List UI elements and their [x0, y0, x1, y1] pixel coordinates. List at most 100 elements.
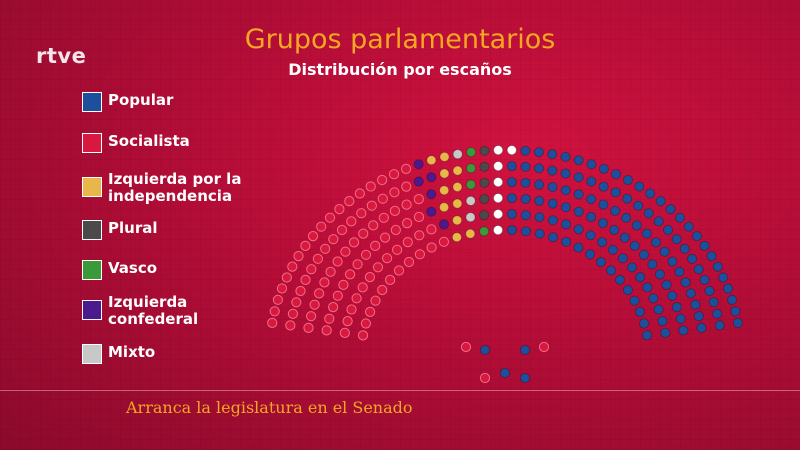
- legend-swatch-vasco: [82, 260, 102, 280]
- seat-popular: [533, 147, 545, 158]
- seat-socialista: [306, 264, 317, 275]
- seat-popular: [560, 202, 572, 213]
- seat-socialista: [309, 299, 320, 310]
- legend-swatch-mixto: [82, 344, 102, 364]
- seat-socialista: [414, 230, 425, 241]
- seat-socialista: [402, 218, 413, 229]
- seat-popular: [718, 272, 729, 283]
- footer-caption: Arranca la legislatura en el Senado: [126, 398, 413, 417]
- seat-popular: [642, 282, 653, 293]
- seat-popular: [547, 149, 558, 160]
- legend-item-mixto: Mixto: [82, 344, 278, 364]
- seat-popular: [573, 172, 584, 183]
- seat-plural: [479, 145, 490, 156]
- seat-socialista: [380, 232, 391, 243]
- seat-popular: [519, 344, 531, 356]
- seat-popular: [520, 193, 531, 205]
- seat-popular: [573, 206, 584, 217]
- seat-izquierda-por-la-independencia: [452, 181, 463, 193]
- seat-popular: [654, 269, 666, 280]
- seat-izquierda-confederal: [426, 189, 437, 200]
- legend-swatch-izquierda-independencia: [82, 177, 102, 197]
- seat-popular: [638, 249, 650, 260]
- seat-socialista: [287, 308, 298, 319]
- seat-popular: [674, 266, 685, 277]
- seat-popular: [699, 240, 710, 251]
- seat-popular: [585, 249, 596, 260]
- seat-popular: [610, 187, 621, 198]
- seat-socialista: [356, 208, 367, 219]
- seat-popular: [732, 317, 743, 328]
- seat-socialista: [338, 279, 349, 290]
- seat-popular: [547, 198, 558, 209]
- seat-socialista: [401, 163, 412, 174]
- seat-popular: [678, 325, 689, 336]
- seat-vacant: [493, 193, 504, 204]
- seat-mixto: [465, 212, 476, 223]
- seat-popular: [691, 231, 703, 242]
- seat-socialista: [389, 205, 400, 216]
- seat-socialista: [366, 200, 377, 211]
- seat-vacant: [492, 225, 504, 236]
- seat-plural: [479, 193, 490, 205]
- seat-popular: [520, 210, 531, 221]
- seat-izquierda-por-la-independencia: [439, 151, 450, 162]
- seat-vacant: [493, 145, 504, 156]
- seat-socialista: [364, 272, 375, 283]
- seat-socialista: [312, 253, 323, 264]
- seat-popular: [704, 285, 715, 297]
- seat-izquierda-por-la-independencia: [451, 232, 462, 243]
- seat-popular: [506, 193, 517, 204]
- seat-socialista: [460, 341, 472, 353]
- seat-popular: [685, 288, 697, 299]
- seat-popular: [595, 256, 607, 268]
- seat-socialista: [360, 249, 372, 260]
- seat-socialista: [300, 274, 311, 285]
- seat-popular: [534, 212, 545, 223]
- seat-popular: [722, 283, 734, 294]
- seat-popular: [519, 372, 531, 384]
- seat-popular: [610, 205, 621, 216]
- seat-popular: [598, 199, 609, 210]
- legend-swatch-plural: [82, 220, 102, 240]
- seat-izquierda-confederal: [413, 159, 424, 170]
- seat-izquierda-confederal: [426, 172, 437, 183]
- legend-item-izquierda-confederal: Izquierda confederal: [82, 294, 278, 328]
- seat-popular: [573, 189, 584, 200]
- seat-popular: [622, 193, 633, 204]
- seat-socialista: [403, 256, 415, 268]
- seat-socialista: [346, 216, 357, 227]
- seat-socialista: [300, 240, 311, 251]
- seat-popular: [520, 226, 532, 237]
- seat-popular: [598, 181, 609, 192]
- seat-socialista: [281, 272, 292, 283]
- seat-popular: [650, 237, 662, 248]
- seat-socialista: [332, 290, 343, 301]
- seat-popular: [626, 262, 638, 273]
- legend-item-popular: Popular: [82, 92, 278, 112]
- seat-izquierda-confederal: [413, 176, 424, 187]
- seat-socialista: [287, 261, 298, 272]
- legend-label: Plural: [108, 219, 158, 237]
- chart-subtitle: Distribución por escaños: [288, 60, 512, 79]
- seat-socialista: [314, 288, 325, 299]
- seat-popular: [641, 330, 653, 341]
- seat-popular: [533, 163, 545, 174]
- seat-socialista: [479, 372, 491, 384]
- chart-title: Grupos parlamentarios: [244, 24, 556, 55]
- seat-socialista: [307, 231, 319, 242]
- seat-popular: [647, 259, 658, 270]
- seat-vasco: [466, 147, 477, 158]
- seat-socialista: [370, 295, 381, 306]
- seat-socialista: [267, 317, 278, 328]
- seat-popular: [693, 311, 705, 322]
- seat-popular: [730, 306, 741, 317]
- seat-izquierda-por-la-independencia: [439, 168, 450, 179]
- seat-popular: [619, 232, 631, 243]
- seat-socialista: [370, 240, 381, 251]
- seat-popular: [598, 163, 610, 174]
- legend-label: Popular: [108, 91, 174, 109]
- seat-popular: [655, 196, 666, 207]
- seat-popular: [585, 230, 596, 241]
